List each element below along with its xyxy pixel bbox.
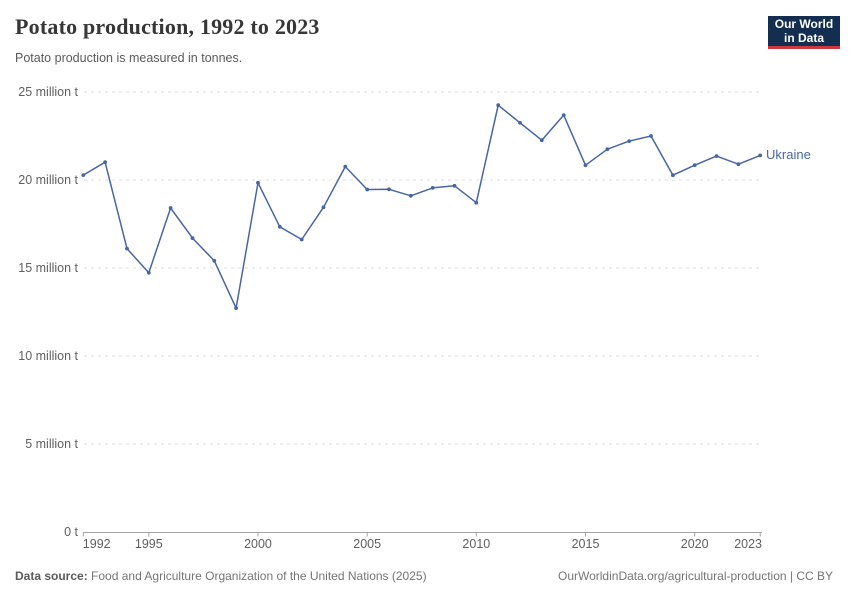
y-axis-label: 5 million t xyxy=(25,437,78,451)
data-point xyxy=(299,237,304,242)
x-axis-label: 2023 xyxy=(734,537,762,551)
data-point xyxy=(81,173,86,178)
data-point xyxy=(430,186,435,190)
data-point xyxy=(256,180,260,185)
data-point xyxy=(627,139,632,144)
data-point xyxy=(561,113,566,117)
y-axis-label: 10 million t xyxy=(18,349,78,363)
x-axis-label: 2000 xyxy=(244,537,272,551)
data-point xyxy=(583,163,588,168)
data-point xyxy=(452,183,457,188)
line-chart-plot[interactable] xyxy=(0,0,850,560)
footer-link[interactable]: OurWorldinData.org/agricultural-producti… xyxy=(557,569,833,583)
y-axis-label: 20 million t xyxy=(18,173,78,187)
data-point xyxy=(649,134,653,138)
data-source-label: Data source: xyxy=(15,569,88,583)
page-title: Potato production, 1992 to 2023 xyxy=(15,14,320,39)
data-point xyxy=(605,147,610,152)
data-point xyxy=(125,246,129,251)
data-point xyxy=(146,270,151,275)
data-point xyxy=(474,200,479,205)
data-point xyxy=(212,258,217,263)
data-point xyxy=(692,163,697,168)
data-point xyxy=(277,224,282,229)
x-axis-label: 1992 xyxy=(82,537,111,551)
data-point xyxy=(234,306,239,310)
y-axis-label: 25 million t xyxy=(18,85,78,99)
y-axis-label: 15 million t xyxy=(18,261,78,275)
chart-subtitle: Potato production is measured in tonnes. xyxy=(15,51,243,65)
data-point xyxy=(365,187,370,192)
data-point xyxy=(321,205,326,210)
series-line[interactable] xyxy=(82,104,761,309)
x-axis-label: 2020 xyxy=(680,537,709,551)
data-source-text: Food and Agriculture Organization of the… xyxy=(87,569,427,583)
series-endpoint-label[interactable]: Ukraine xyxy=(766,147,811,163)
data-point xyxy=(714,154,719,159)
data-point xyxy=(408,193,413,198)
data-point xyxy=(168,206,173,210)
data-point xyxy=(343,164,348,169)
data-point xyxy=(103,160,107,165)
data-point xyxy=(518,120,522,125)
data-point xyxy=(671,173,675,178)
data-point xyxy=(736,162,741,167)
data-point xyxy=(758,153,763,158)
x-axis-label: 2010 xyxy=(462,537,491,551)
data-point xyxy=(190,236,195,241)
data-point xyxy=(539,138,544,143)
owid-logo-line2: in Data xyxy=(783,31,824,45)
x-axis-label: 2015 xyxy=(571,537,600,551)
data-source-note: Data source: Food and Agriculture Organi… xyxy=(15,569,427,583)
y-axis-label: 0 t xyxy=(64,525,78,539)
owid-logo[interactable]: Our World in Data xyxy=(768,16,840,49)
owid-logo-line1: Our World xyxy=(774,17,834,31)
data-point xyxy=(387,187,391,192)
x-axis-label: 1995 xyxy=(134,537,163,551)
data-point xyxy=(496,103,501,108)
x-axis-label: 2005 xyxy=(353,537,382,551)
